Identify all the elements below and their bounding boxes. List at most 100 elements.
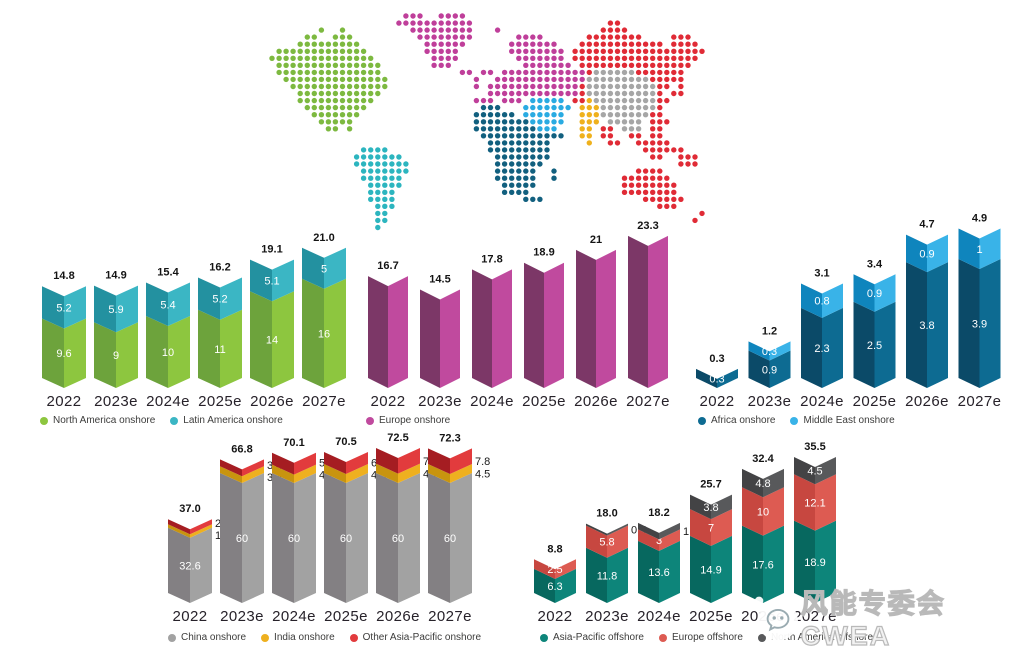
map-dot [523,83,529,90]
map-dot [600,69,606,76]
map-dot [614,119,621,125]
map-dot [664,83,670,90]
x-axis-label: 2022 [700,393,735,410]
map-dot [375,175,381,181]
bar-value-label: 3.8 [703,502,718,514]
map-dot [297,69,303,76]
map-dot [558,133,564,139]
map-dot [417,27,423,33]
map-dot [318,27,325,33]
map-dot [424,20,430,26]
map-dot [586,133,592,139]
map-dot [565,76,571,83]
map-dot [360,83,367,90]
bar-segment [711,494,732,520]
bar-segment [794,520,815,603]
map-dot [389,203,395,209]
bar-segment [398,448,420,474]
bar-total-label: 3.4 [867,258,883,270]
map-dot [509,175,515,181]
map-dot [382,76,388,83]
map-dot [664,119,670,125]
map-dot [530,48,536,54]
map-dot [621,104,628,111]
map-dot [614,55,621,61]
map-dot [403,168,409,174]
map-dot [572,76,578,83]
map-dot [650,147,656,153]
bar-total-label: 35.5 [804,441,825,453]
map-dot [304,41,310,47]
map-dot [494,154,501,160]
map-dot [544,48,550,54]
bar-segment [146,316,168,388]
map-dot [346,76,353,83]
map-dot [466,27,473,33]
map-dot [438,27,444,33]
map-dot [339,119,346,125]
map-dot [501,97,508,104]
bar-segment [742,525,763,603]
map-dot [614,104,621,111]
bar-segment [146,282,168,326]
map-dot [551,104,557,111]
map-dot [530,90,536,97]
map-dot [438,34,444,40]
map-dot [509,48,515,54]
map-dot [579,83,585,90]
map-dot [494,112,501,118]
bar-value-label: 10 [162,347,174,359]
map-dot [332,34,339,40]
map-dot [466,69,473,76]
map-dot [480,104,487,111]
map-dot [558,83,564,90]
map-dot [509,69,515,76]
map-dot [346,34,353,40]
bar-segment [324,464,346,483]
map-dot [332,104,339,111]
map-dot [339,27,346,33]
legend-label: Other Asia-Pacific onshore [362,632,482,643]
bar-value-label: 5.1 [264,275,279,287]
map-dot [382,189,388,195]
bar-total-label: 8.8 [547,543,562,555]
bar-segment [168,316,190,388]
map-dot [614,69,621,76]
map-dot [621,27,628,33]
map-dot [325,126,332,132]
bar-segment [324,452,346,474]
x-axis-label: 2026e [905,393,949,410]
bar-value-label: 0.9 [919,248,934,260]
bar-segment [659,529,680,551]
map-dot [664,62,670,68]
map-dot [346,48,353,54]
map-dot [353,161,360,167]
map-dot [438,48,444,54]
map-dot [586,104,592,111]
bar-segment [168,282,190,326]
bar-total-label: 21.0 [313,232,334,244]
x-axis-label: 2024e [800,393,844,410]
bar-segment [116,285,138,333]
map-dot [572,55,578,61]
bar-value-label: 0.3 [762,346,777,358]
map-dot [579,104,585,111]
legend-americas-onshore: North America onshore Latin America onsho… [40,415,283,426]
map-dot [389,196,395,202]
map-dot [551,62,557,68]
map-dot [375,62,381,68]
map-dot [607,112,614,118]
map-dot [375,161,381,167]
bar-segment [272,291,294,388]
map-dot [678,62,684,68]
bar-segment [324,247,346,289]
map-dot [297,76,303,83]
bar-segment [302,278,324,388]
map-dot [558,62,564,68]
x-axis-label: 2025e [853,393,897,410]
map-dot [671,69,677,76]
map-dot [311,62,317,68]
map-dot [685,34,691,40]
legend-dot-icon [261,633,270,642]
map-dot [642,182,649,188]
